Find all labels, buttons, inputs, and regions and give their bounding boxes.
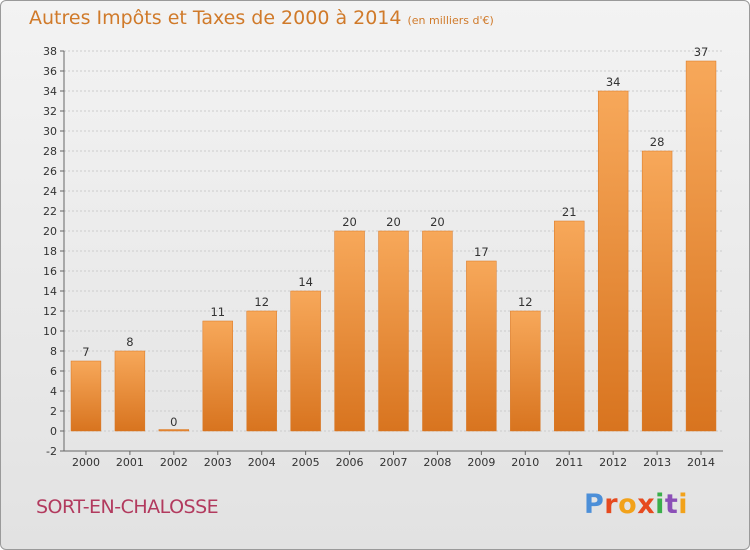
y-tick-label: 10 — [43, 325, 57, 338]
x-tick-label: 2004 — [248, 456, 276, 469]
bar-2008 — [422, 230, 453, 432]
y-tick-label: 12 — [43, 305, 57, 318]
bar-2012 — [597, 90, 629, 432]
x-tick-label: 2012 — [599, 456, 627, 469]
x-tick-label: 2000 — [72, 456, 100, 469]
data-label-2013: 28 — [650, 135, 665, 149]
bar-2001 — [114, 350, 146, 432]
y-tick-label: -2 — [46, 445, 57, 458]
bar-2000 — [70, 360, 102, 432]
y-tick-label: 28 — [43, 145, 57, 158]
bar-2013 — [641, 150, 673, 432]
data-label-2009: 17 — [474, 245, 489, 259]
bar-2005 — [290, 290, 321, 432]
data-label-2011: 21 — [562, 205, 577, 219]
data-label-2014: 37 — [694, 45, 709, 59]
y-tick-label: 0 — [50, 425, 57, 438]
bars — [70, 60, 717, 432]
bar-2007 — [378, 230, 409, 432]
data-label-2004: 12 — [254, 295, 269, 309]
y-tick-label: 30 — [43, 125, 57, 138]
y-tick-label: 18 — [43, 245, 57, 258]
y-tick-label: 38 — [43, 45, 57, 58]
x-tick-label: 2005 — [292, 456, 320, 469]
y-tick-label: 16 — [43, 265, 57, 278]
y-tick-label: 8 — [50, 345, 57, 358]
y-tick-label: 2 — [50, 405, 57, 418]
y-tick-label: 36 — [43, 65, 57, 78]
x-tick-label: 2001 — [116, 456, 144, 469]
y-tick-label: 24 — [43, 185, 57, 198]
title-main: Autres Impôts et Taxes de 2000 à 2014 — [29, 7, 402, 29]
data-label-2000: 7 — [82, 345, 89, 359]
bar-2006 — [334, 230, 365, 432]
data-label-2002: 0 — [170, 415, 177, 429]
data-label-2010: 12 — [518, 295, 533, 309]
x-tick-label: 2003 — [204, 456, 232, 469]
data-label-2007: 20 — [386, 215, 401, 229]
title-unit: (en milliers d'€) — [407, 14, 494, 27]
x-tick-label: 2013 — [643, 456, 671, 469]
x-tick-label: 2008 — [423, 456, 451, 469]
data-label-2003: 11 — [210, 305, 225, 319]
y-tick-label: 14 — [43, 285, 57, 298]
x-tick-label: 2014 — [687, 456, 715, 469]
x-tick-label: 2009 — [467, 456, 495, 469]
x-tick-label: 2011 — [555, 456, 583, 469]
y-tick-label: 22 — [43, 205, 57, 218]
x-tick-label: 2002 — [160, 456, 188, 469]
data-label-2006: 20 — [342, 215, 357, 229]
data-label-2005: 14 — [298, 275, 313, 289]
y-tick-label: 26 — [43, 165, 57, 178]
bar-2011 — [554, 220, 585, 432]
x-tick-label: 2007 — [380, 456, 408, 469]
axes: -202468101214161820222426283032343638200… — [43, 45, 723, 469]
y-tick-label: 34 — [43, 85, 57, 98]
bar-2003 — [202, 320, 233, 432]
bar-2010 — [510, 310, 541, 432]
data-label-2001: 8 — [126, 335, 133, 349]
data-label-2008: 20 — [430, 215, 445, 229]
bar-2004 — [246, 310, 277, 432]
commune-name: SORT-EN-CHALOSSE — [36, 496, 219, 518]
y-tick-label: 20 — [43, 225, 57, 238]
data-labels: 7 8 0 11 12 14 20 20 20 17 12 21 34 28 37 — [82, 45, 708, 429]
y-tick-label: 32 — [43, 105, 57, 118]
bar-2002 — [158, 429, 190, 432]
x-tick-label: 2010 — [511, 456, 539, 469]
x-tick-label: 2006 — [336, 456, 364, 469]
chart-title: Autres Impôts et Taxes de 2000 à 2014 (en… — [29, 7, 494, 29]
y-tick-label: 6 — [50, 365, 57, 378]
bar-2014 — [685, 60, 717, 432]
bar-2009 — [466, 260, 497, 432]
data-label-2012: 34 — [606, 75, 621, 89]
y-tick-label: 4 — [50, 385, 57, 398]
proxiti-logo: Proxiti — [584, 489, 689, 520]
